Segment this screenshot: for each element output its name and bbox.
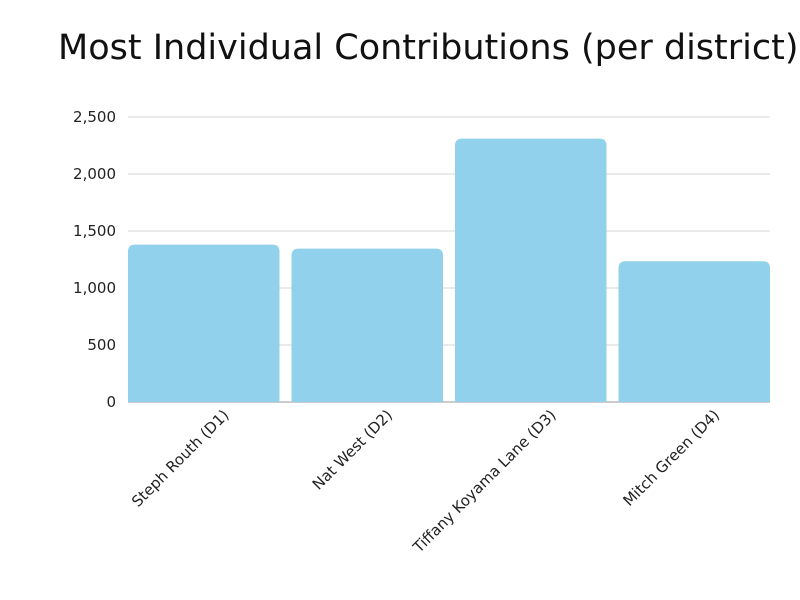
y-tick-label: 2,500 <box>73 108 116 126</box>
y-tick-label: 500 <box>87 336 116 354</box>
x-tick-label: Steph Routh (D1) <box>128 406 233 511</box>
x-tick-label: Nat West (D2) <box>309 406 396 493</box>
y-tick-label: 1,000 <box>73 279 116 297</box>
bar <box>128 244 280 402</box>
chart-title: Most Individual Contributions (per distr… <box>58 28 799 68</box>
y-axis-ticks: 0 500 1,000 1,500 2,000 2,500 <box>73 108 116 411</box>
x-tick-label: Tiffany Koyama Lane (D3) <box>409 406 560 557</box>
bar <box>291 248 443 402</box>
x-tick-label: Mitch Green (D4) <box>619 406 723 510</box>
bar <box>618 261 770 402</box>
x-axis-ticks: Steph Routh (D1) Nat West (D2) Tiffany Koy… <box>128 406 723 557</box>
y-tick-label: 1,500 <box>73 222 116 240</box>
bars <box>128 138 770 402</box>
y-tick-label: 2,000 <box>73 165 116 183</box>
y-tick-label: 0 <box>106 393 116 411</box>
bar <box>455 138 607 402</box>
